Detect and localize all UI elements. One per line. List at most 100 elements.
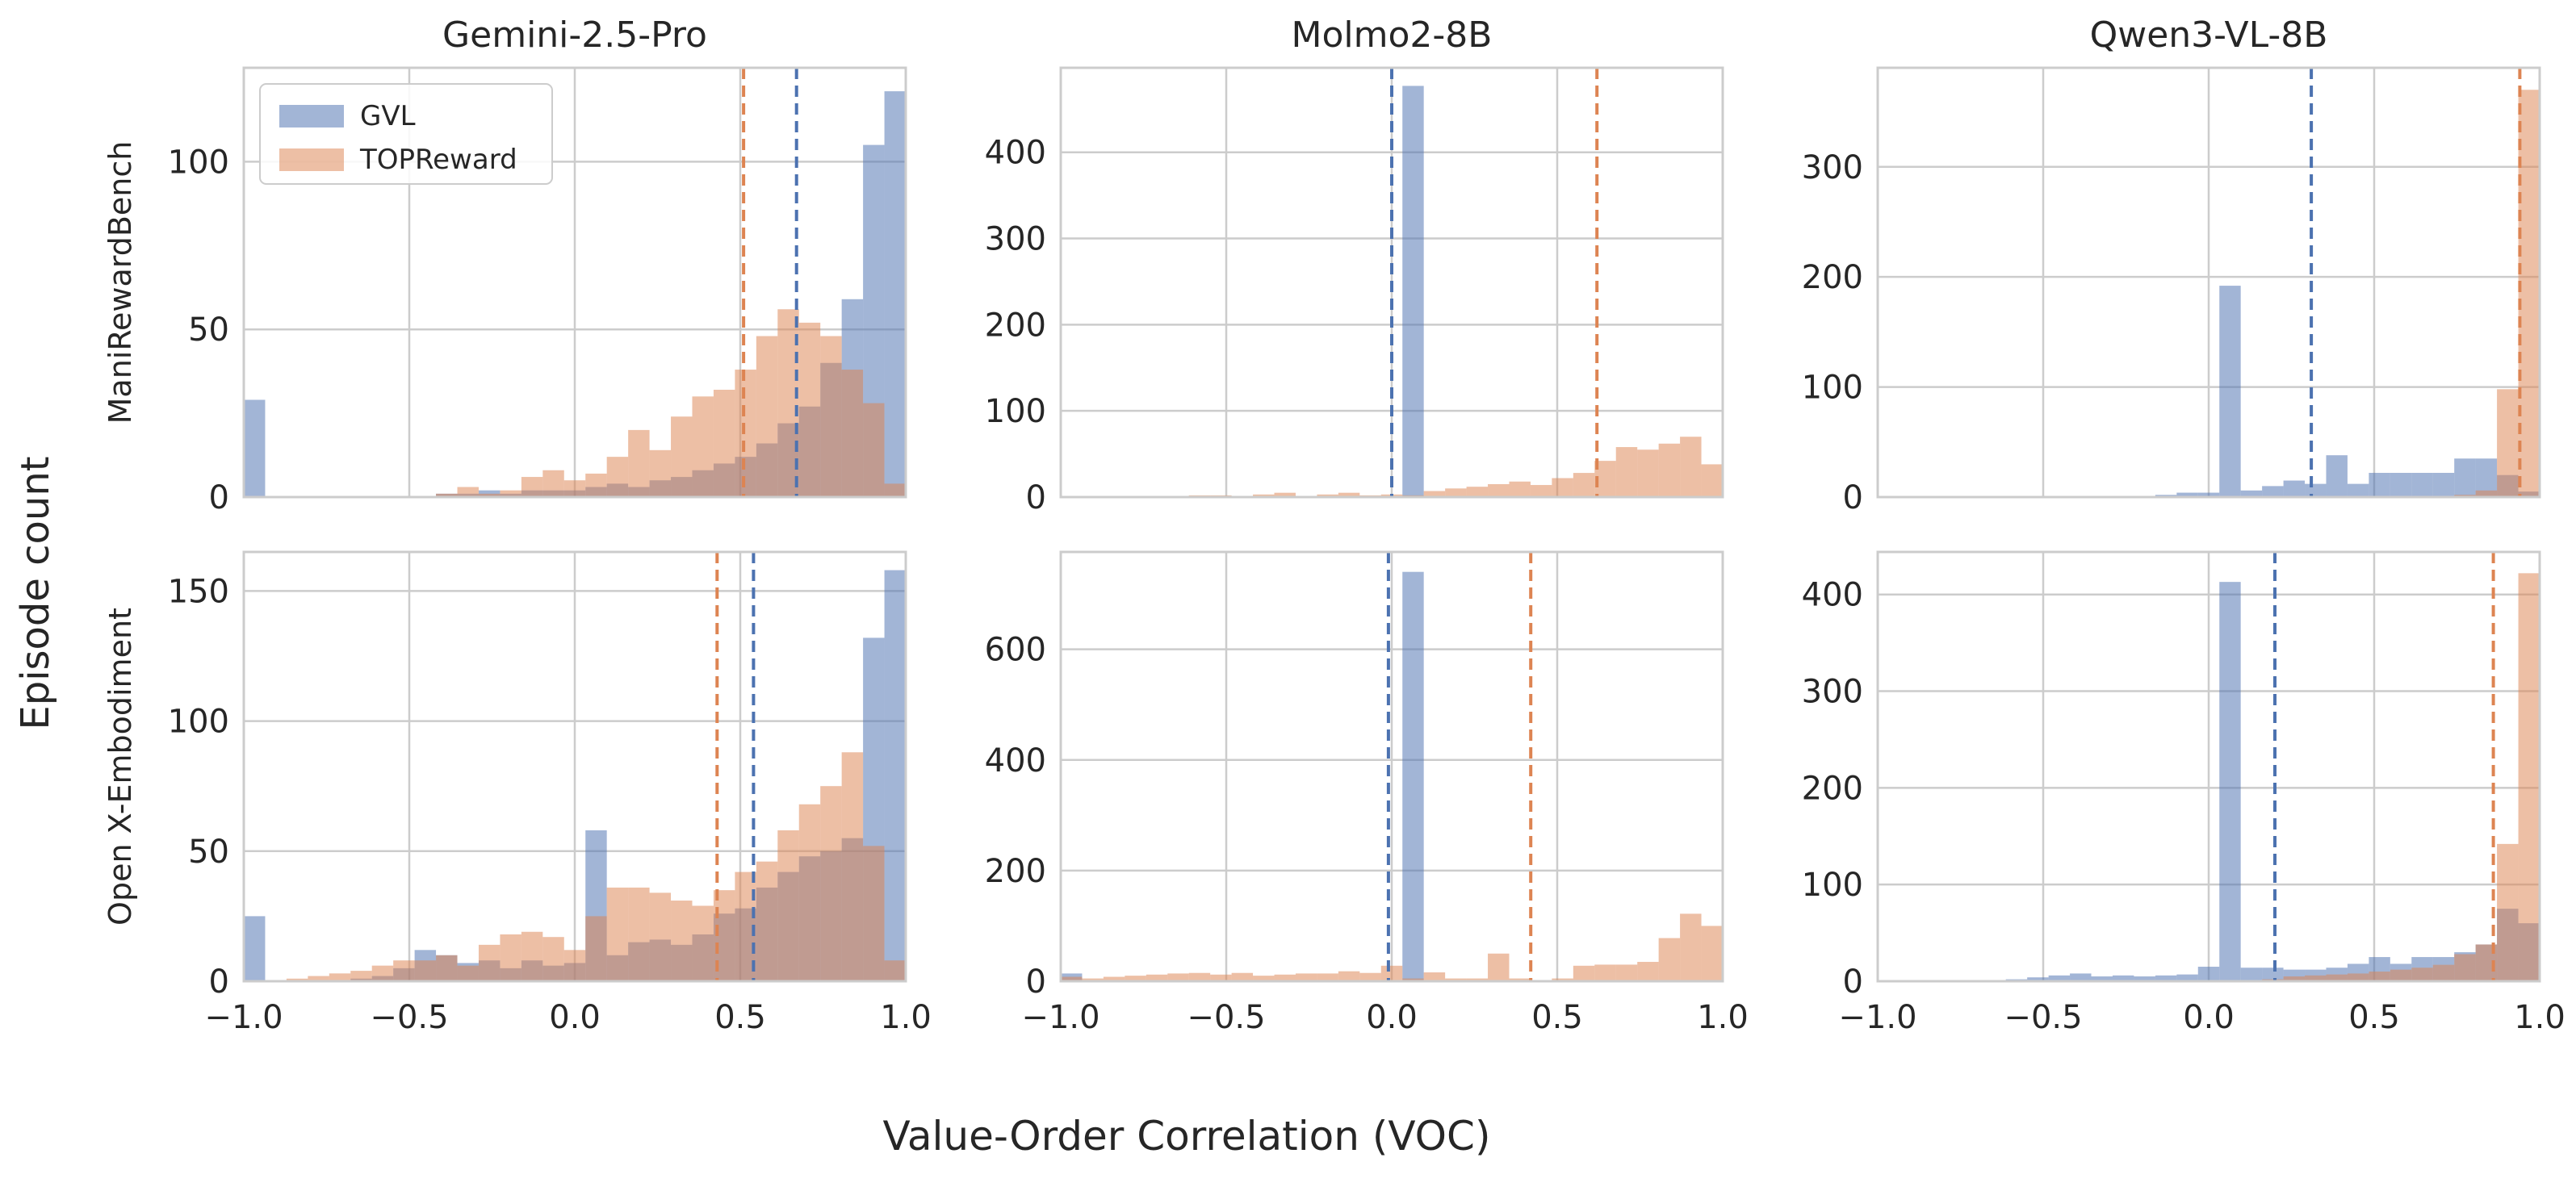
y-tick-label: 200 (1802, 259, 1863, 296)
histogram-bar (585, 916, 607, 981)
panel-title: Gemini-2.5-Pro (442, 15, 707, 56)
y-tick-label: 0 (1843, 479, 1863, 516)
y-tick-label: 400 (985, 135, 1046, 172)
histogram-bar (2497, 389, 2519, 497)
x-tick-label: −0.5 (2004, 999, 2082, 1036)
y-tick-label: 400 (985, 742, 1046, 779)
histogram-bar (2070, 973, 2092, 981)
histogram-bar (1317, 494, 1338, 497)
histogram-bar (436, 493, 458, 497)
histogram-bar (649, 892, 672, 981)
row-label: Open X-Embodiment (103, 608, 138, 926)
x-tick-label: −0.5 (370, 999, 448, 1036)
histogram-bar (820, 336, 842, 497)
histogram-bar (1253, 494, 1275, 497)
legend-label: GVL (360, 100, 416, 132)
histogram-bar (436, 955, 458, 981)
figure-ylabel: Episode count (13, 456, 58, 729)
y-tick-label: 200 (985, 853, 1046, 890)
y-tick-label: 0 (1843, 963, 1863, 1001)
panel-2-1: 0 50 100 150 −1.0 −0.5 0.0 0.5 1.0 Open X-Embodim… (103, 550, 932, 1036)
y-tick-label: 300 (1802, 674, 1863, 711)
histogram-bar (1573, 473, 1595, 497)
histogram-bar (457, 487, 479, 497)
panel-title: Qwen3-VL-8B (2090, 15, 2328, 56)
histogram-bar (628, 887, 650, 981)
figure-xlabel: Value-Order Correlation (VOC) (883, 1113, 1491, 1160)
histogram-bar (1552, 478, 1573, 497)
y-tick-label: 100 (168, 704, 229, 741)
y-tick-label: 300 (1802, 149, 1863, 186)
histogram-bar (1103, 976, 1125, 981)
legend-label: TOPReward (359, 144, 517, 176)
histogram-bar (1637, 962, 1659, 981)
histogram-bar (1552, 978, 1573, 981)
histogram-bar (1210, 974, 1232, 981)
x-tick-label: 1.0 (2514, 999, 2566, 1036)
histogram-bar (1402, 571, 1424, 981)
histogram-bar (2411, 968, 2433, 981)
histogram-bar (1402, 86, 1424, 497)
histogram-bar (350, 971, 372, 981)
y-tick-label: 0 (209, 479, 229, 516)
y-tick-label: 600 (985, 632, 1046, 669)
histogram-bar (1380, 965, 1403, 981)
histogram-bar (2432, 964, 2455, 981)
histogram-bar (2369, 472, 2390, 497)
histogram-bar (521, 477, 543, 497)
histogram-bar (1274, 974, 1296, 981)
x-tick-label: 1.0 (1697, 999, 1749, 1036)
histogram-bar (649, 449, 672, 497)
y-tick-label: 50 (188, 834, 229, 871)
histogram-bar (1423, 491, 1446, 497)
histogram-bar (1488, 953, 1510, 981)
x-tick-label: 0.0 (2183, 999, 2235, 1036)
histogram-bar (2219, 582, 2241, 981)
axes-frame (242, 66, 907, 499)
histogram-bar (863, 846, 885, 981)
histogram-bar (2390, 969, 2412, 981)
histogram-bar (1637, 449, 1659, 497)
histogram-bar (606, 457, 629, 497)
histogram-bar (2262, 968, 2284, 981)
y-tick-label: 400 (1802, 577, 1863, 614)
histogram-bar (329, 973, 351, 981)
histogram-bar (756, 861, 778, 981)
x-tick-label: −1.0 (204, 999, 283, 1036)
histogram-bar (2518, 90, 2540, 498)
y-tick-label: 100 (985, 393, 1046, 430)
histogram-bar (2454, 458, 2476, 497)
histogram-bar (671, 901, 693, 981)
histogram-bar (1253, 976, 1275, 981)
x-tick-label: 0.5 (714, 999, 766, 1036)
histogram-bar (2369, 972, 2390, 981)
x-tick-label: 1.0 (880, 999, 932, 1036)
histogram-bar (1701, 464, 1723, 497)
histogram-bar (1423, 972, 1446, 981)
histogram-bar (1146, 974, 1168, 981)
histogram-bar (2134, 976, 2155, 981)
histogram-bar (542, 937, 564, 981)
histogram-bar (692, 396, 714, 497)
y-tick-label: 0 (1026, 963, 1046, 1001)
y-tick-label: 50 (188, 311, 229, 349)
histogram-bar (371, 965, 394, 981)
histogram-bar (1615, 964, 1638, 981)
histogram-bar (1680, 437, 1702, 497)
histogram-bar (521, 931, 543, 981)
axes-frame (1059, 66, 1724, 499)
y-tick-label: 150 (168, 573, 229, 610)
histogram-bar (1445, 488, 1467, 497)
panel-1-1: 0 50 100 Gemini-2.5-Pro ManiRewardBench GVL TO… (103, 15, 907, 516)
histogram-bar (1509, 978, 1531, 981)
histogram-bar (1466, 978, 1489, 981)
panel-1-3: 0 100 200 300 Qwen3-VL-8B (1802, 15, 2541, 516)
histogram-bar (478, 944, 501, 981)
histogram-bar (563, 950, 586, 981)
x-tick-label: 0.5 (1531, 999, 1583, 1036)
x-tick-label: −0.5 (1187, 999, 1265, 1036)
histogram-bar (414, 960, 437, 981)
histogram-bar (2518, 573, 2540, 981)
y-tick-label: 0 (1026, 479, 1046, 516)
histogram-bar (2347, 483, 2369, 497)
